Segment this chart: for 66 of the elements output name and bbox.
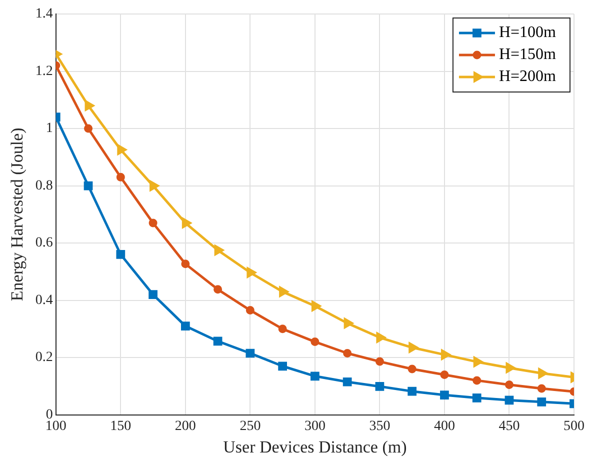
point: [310, 372, 320, 381]
y-tick-label: 0.6: [35, 236, 53, 251]
y-tick-label: 0.4: [35, 292, 53, 308]
point: [214, 245, 224, 256]
point: [408, 386, 417, 396]
y-tick-label: 0.2: [35, 350, 53, 366]
x-tick-label: 450: [498, 418, 520, 434]
y-tick-label: 0.8: [35, 178, 53, 194]
point: [116, 250, 126, 259]
point: [344, 318, 354, 328]
point: [279, 286, 288, 297]
point: [311, 300, 321, 312]
point: [246, 267, 256, 278]
y-tick-label: 1: [46, 121, 53, 136]
point: [440, 350, 450, 360]
point: [342, 377, 352, 386]
x-tick-label: 350: [369, 418, 390, 434]
point: [504, 380, 514, 389]
point: [473, 356, 483, 367]
point: [375, 382, 384, 391]
point: [472, 393, 482, 402]
point: [246, 306, 254, 315]
point: [504, 396, 514, 405]
point: [84, 100, 94, 111]
point: [310, 338, 320, 346]
point: [182, 218, 192, 228]
point: [117, 144, 126, 155]
point: [343, 349, 352, 358]
point: [214, 285, 222, 294]
point: [408, 364, 416, 374]
point: [408, 342, 418, 353]
point: [472, 376, 482, 385]
point: [246, 348, 255, 358]
point: [181, 260, 190, 268]
x-tick-label: 150: [110, 418, 132, 434]
point: [537, 384, 546, 393]
x-tick-label: 300: [304, 418, 326, 434]
point: [180, 322, 190, 330]
point: [278, 324, 287, 334]
legend-label: H=200m: [498, 68, 557, 86]
point: [148, 290, 158, 299]
point: [506, 362, 515, 373]
point: [116, 172, 125, 182]
point: [440, 370, 449, 379]
y-tick-label: 1.2: [35, 64, 53, 79]
point: [84, 124, 93, 133]
point: [150, 180, 159, 191]
x-tick-label: 200: [174, 418, 196, 434]
point: [213, 336, 222, 346]
x-tick-label: 250: [240, 418, 261, 434]
legend-label: H=100m: [498, 24, 557, 42]
point: [278, 362, 287, 371]
point: [375, 357, 384, 366]
point: [537, 397, 546, 406]
x-tick-label: 100: [45, 418, 66, 434]
x-tick-label: 500: [564, 418, 584, 434]
y-axis-title: Energy Harvested (Joule): [8, 128, 27, 302]
y-tick-label: 1.4: [35, 6, 53, 22]
point: [148, 218, 158, 228]
legend-label: H=150m: [498, 46, 557, 64]
x-tick-label: 400: [434, 418, 455, 434]
x-axis-title: User Devices Distance (m): [223, 437, 407, 456]
point: [440, 390, 449, 400]
point: [376, 332, 386, 343]
point: [538, 368, 548, 378]
point: [84, 181, 93, 190]
